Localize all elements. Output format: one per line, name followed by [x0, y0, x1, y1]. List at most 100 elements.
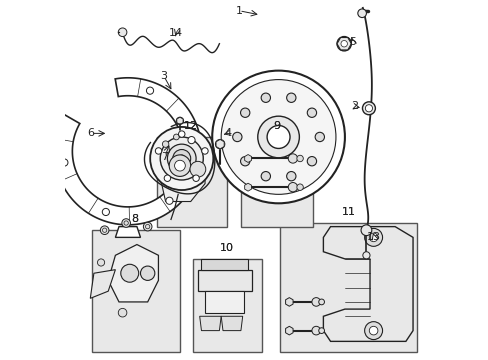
Circle shape [286, 171, 295, 181]
Circle shape [118, 28, 126, 37]
Text: 6: 6 [87, 129, 94, 138]
Polygon shape [201, 259, 247, 270]
Text: 12: 12 [183, 121, 197, 131]
Circle shape [97, 259, 104, 266]
Circle shape [364, 228, 382, 246]
Circle shape [118, 309, 126, 317]
Polygon shape [285, 298, 292, 306]
Polygon shape [198, 270, 251, 291]
Polygon shape [115, 226, 140, 237]
Circle shape [100, 226, 109, 234]
Circle shape [178, 155, 185, 162]
Circle shape [357, 9, 366, 18]
Circle shape [336, 37, 351, 51]
Circle shape [102, 208, 109, 216]
Circle shape [286, 93, 295, 102]
Polygon shape [221, 316, 242, 330]
Polygon shape [199, 316, 221, 330]
Circle shape [172, 149, 190, 167]
Circle shape [311, 298, 320, 306]
Circle shape [176, 117, 183, 125]
Polygon shape [285, 326, 292, 335]
Circle shape [360, 225, 371, 235]
Circle shape [311, 326, 320, 335]
Circle shape [261, 171, 270, 181]
Circle shape [340, 41, 346, 47]
Circle shape [296, 155, 303, 162]
Text: 1: 1 [235, 6, 242, 16]
Circle shape [150, 127, 213, 190]
Circle shape [143, 222, 152, 231]
Text: 9: 9 [273, 121, 280, 131]
Circle shape [240, 157, 249, 166]
Circle shape [362, 252, 369, 259]
Text: 12: 12 [183, 121, 197, 131]
Circle shape [368, 233, 377, 242]
Circle shape [362, 102, 375, 115]
Bar [192, 259, 262, 352]
Polygon shape [158, 137, 204, 202]
Circle shape [162, 141, 168, 147]
Circle shape [318, 328, 324, 333]
Circle shape [318, 299, 324, 305]
Text: 13: 13 [366, 232, 381, 242]
Polygon shape [108, 244, 158, 302]
Text: 10: 10 [219, 243, 233, 253]
Circle shape [266, 126, 289, 148]
Circle shape [164, 175, 170, 181]
Polygon shape [54, 78, 201, 225]
Text: 8: 8 [131, 215, 139, 224]
Circle shape [174, 160, 185, 171]
Circle shape [167, 144, 196, 173]
Polygon shape [204, 291, 244, 313]
Circle shape [201, 148, 208, 154]
Text: 4: 4 [224, 129, 231, 138]
Text: 10: 10 [219, 243, 233, 253]
Circle shape [215, 139, 224, 149]
Circle shape [169, 155, 190, 176]
Circle shape [261, 93, 270, 102]
Text: 5: 5 [349, 37, 356, 47]
Polygon shape [336, 37, 351, 50]
Bar [241, 137, 312, 226]
Circle shape [140, 266, 155, 280]
Text: 8: 8 [131, 215, 139, 224]
Circle shape [190, 161, 205, 177]
Circle shape [257, 116, 299, 158]
Text: 11: 11 [341, 207, 355, 217]
Polygon shape [90, 270, 115, 298]
Circle shape [165, 197, 173, 204]
Circle shape [212, 71, 344, 203]
Circle shape [61, 159, 68, 166]
Circle shape [160, 137, 203, 180]
Polygon shape [244, 183, 251, 191]
Text: 7: 7 [161, 152, 168, 162]
Circle shape [296, 184, 303, 190]
Circle shape [306, 108, 316, 117]
Circle shape [364, 321, 382, 339]
Text: 11: 11 [341, 207, 355, 217]
Circle shape [187, 136, 195, 144]
Polygon shape [244, 154, 251, 162]
Polygon shape [177, 117, 183, 125]
Circle shape [368, 326, 377, 335]
Polygon shape [323, 226, 412, 341]
Circle shape [178, 131, 184, 137]
Circle shape [232, 132, 242, 141]
Bar [92, 230, 180, 352]
Bar [280, 223, 416, 352]
Circle shape [122, 219, 130, 227]
Text: 14: 14 [169, 28, 183, 38]
Circle shape [192, 175, 199, 181]
Circle shape [221, 80, 335, 194]
Circle shape [146, 87, 153, 94]
Circle shape [306, 157, 316, 166]
Circle shape [287, 154, 297, 163]
Circle shape [121, 264, 139, 282]
Circle shape [173, 134, 179, 140]
Circle shape [287, 183, 297, 192]
Circle shape [314, 132, 324, 141]
Text: 2: 2 [350, 102, 357, 112]
Bar [156, 137, 226, 226]
Circle shape [365, 105, 372, 112]
